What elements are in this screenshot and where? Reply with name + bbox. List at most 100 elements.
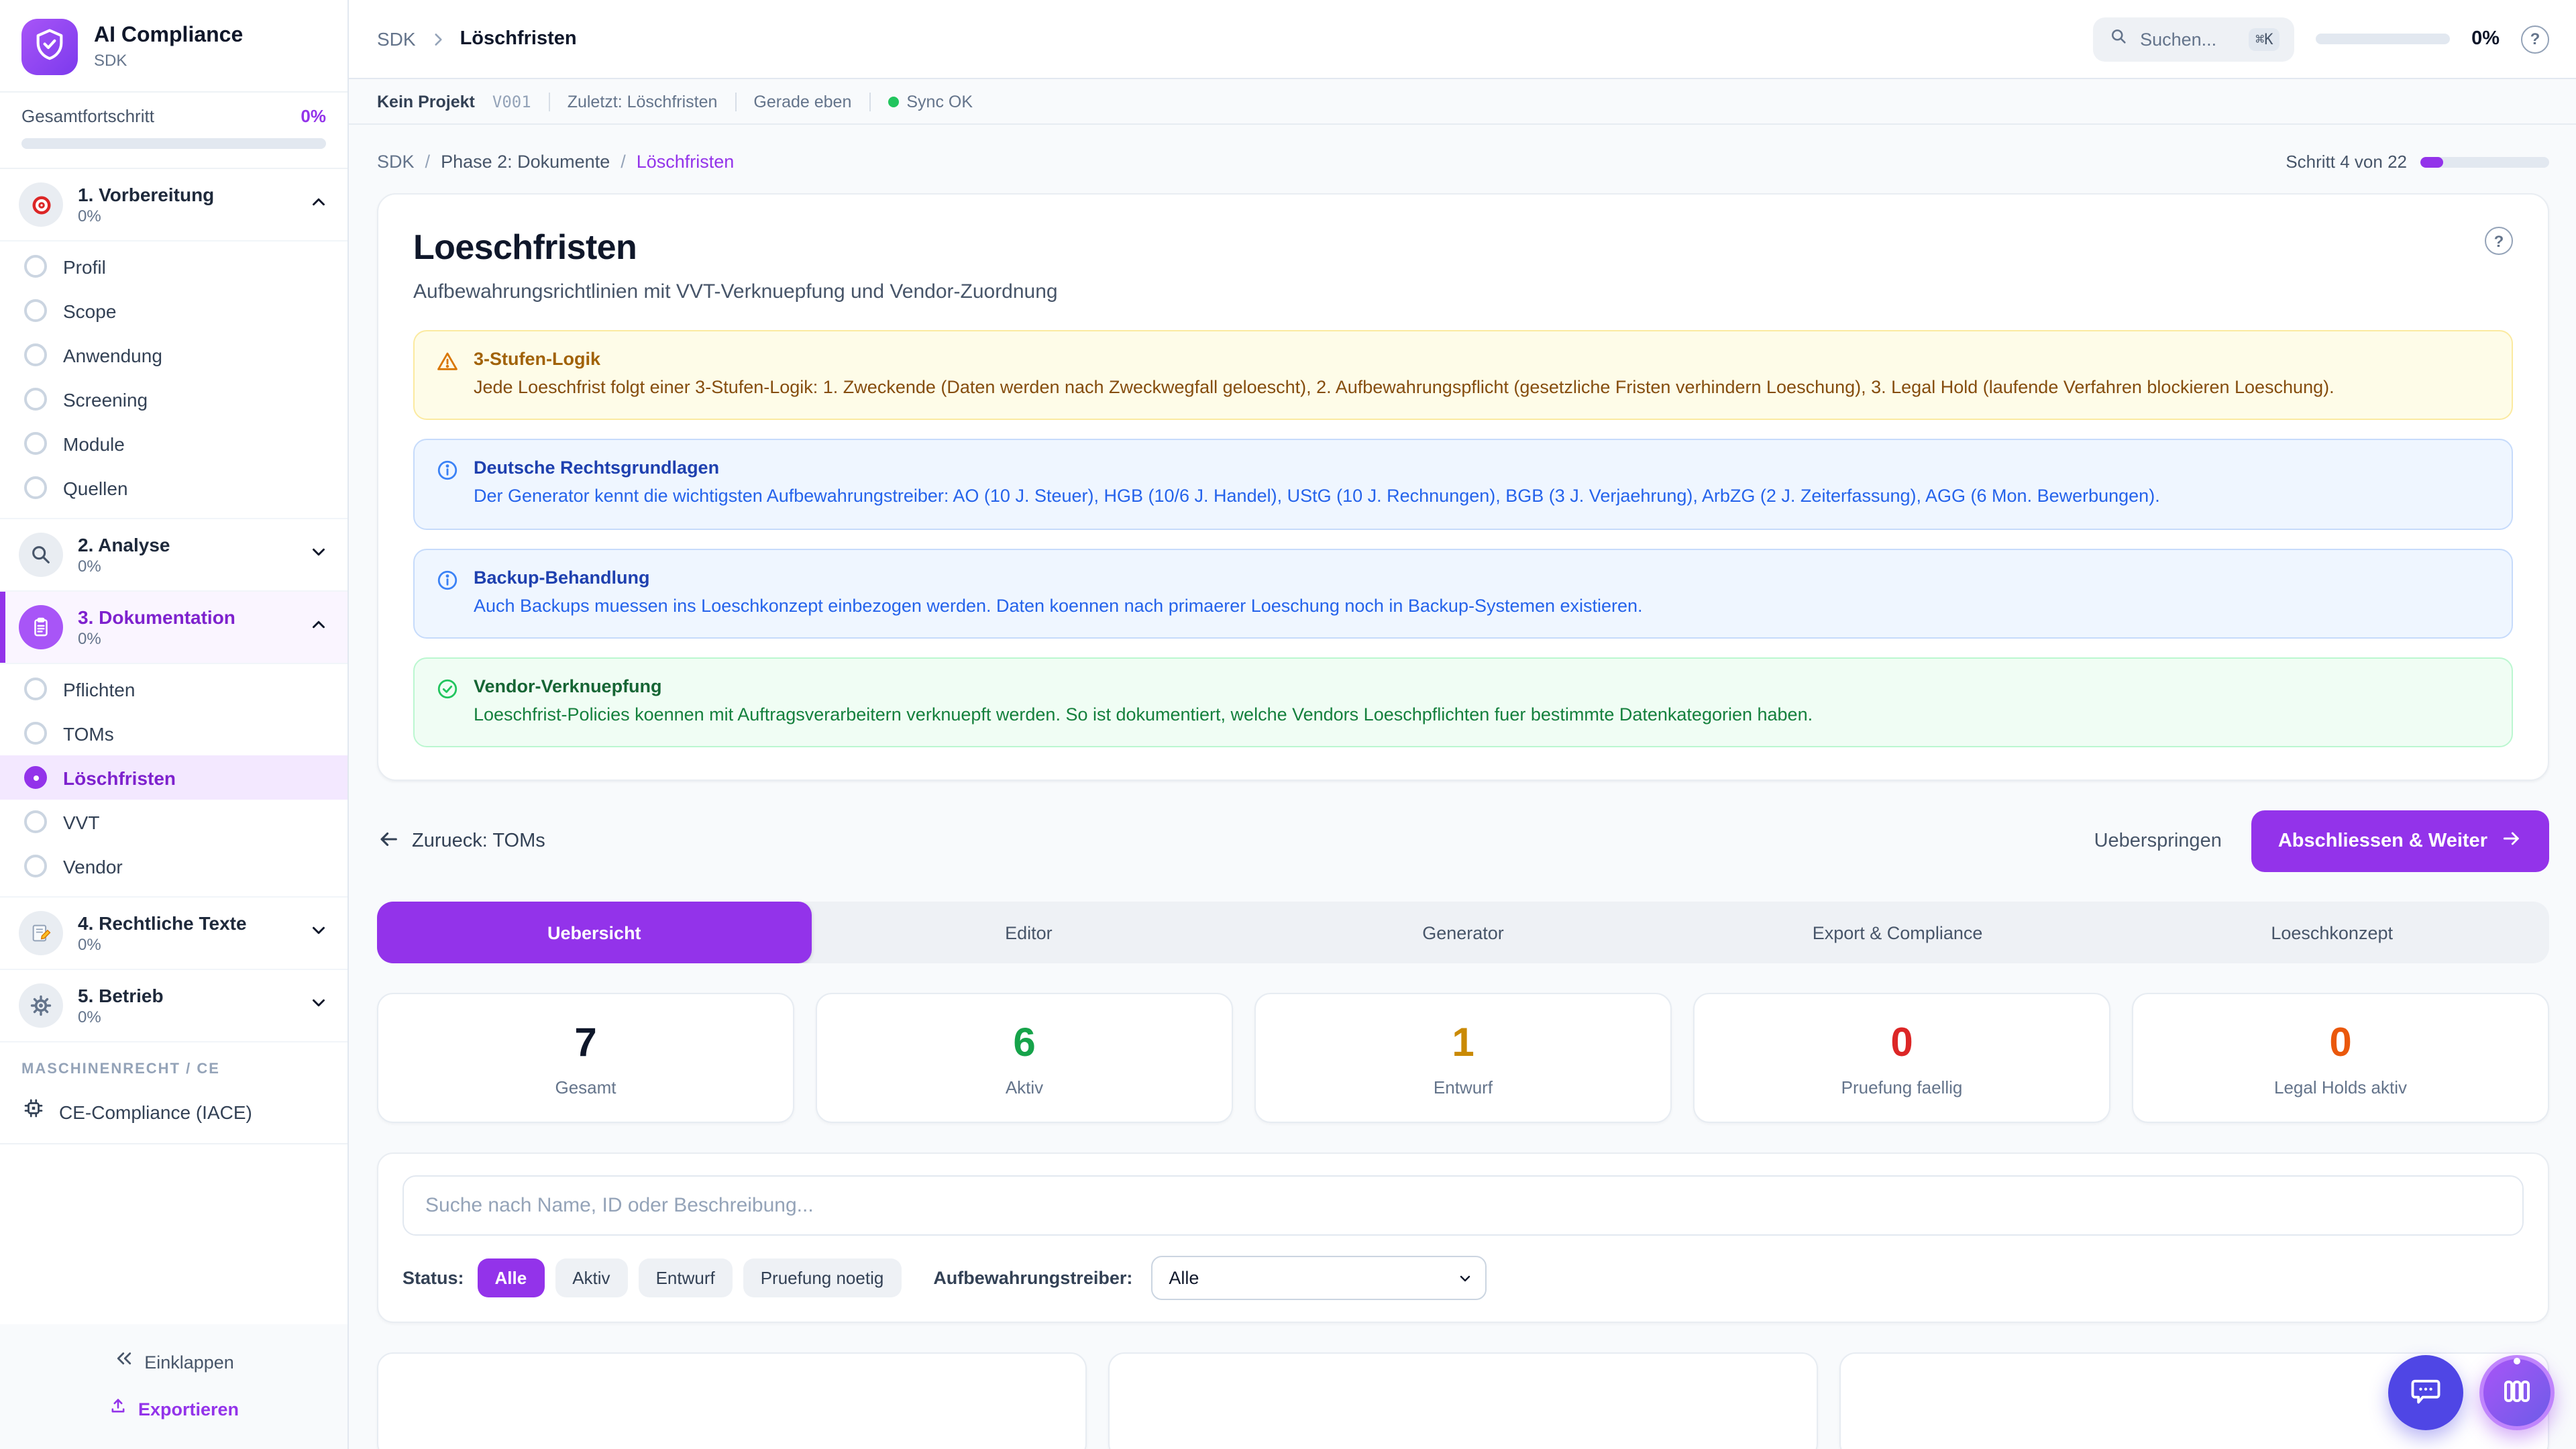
phase-label: 1. Vorbereitung — [78, 184, 215, 205]
chevron-down-icon — [309, 992, 329, 1019]
sidebar-item-vendor[interactable]: Vendor — [0, 844, 347, 888]
divider — [869, 92, 871, 111]
radio-selected-icon — [24, 766, 47, 789]
sidebar-item-vvt[interactable]: VVT — [0, 800, 347, 844]
stat-label: Legal Holds aktiv — [2274, 1077, 2407, 1097]
info-icon — [437, 461, 458, 480]
collapse-sidebar-button[interactable]: Einklappen — [0, 1338, 347, 1386]
sidebar-nav: 1. Vorbereitung 0% Profil Scope — [0, 169, 347, 1324]
tab-generator[interactable]: Generator — [1422, 922, 1504, 943]
help-icon[interactable]: ? — [2521, 25, 2549, 53]
sidebar-section-label: MASCHINENRECHT / CE — [21, 1061, 220, 1077]
sidebar-item-module[interactable]: Module — [0, 421, 347, 466]
phase-percent: 0% — [78, 629, 101, 648]
sidebar-item-toms[interactable]: TOMs — [0, 711, 347, 755]
radio-icon — [24, 810, 47, 833]
stat-legal-holds: 0 Legal Holds aktiv — [2132, 993, 2549, 1123]
policy-card[interactable] — [1108, 1352, 1818, 1449]
alert-body: Der Generator kennt die wichtigsten Aufb… — [474, 486, 2160, 506]
card-help-icon[interactable]: ? — [2485, 227, 2513, 255]
chevron-down-icon — [309, 920, 329, 947]
tab-loeschkonzept[interactable]: Loeschkonzept — [2271, 922, 2393, 943]
global-search[interactable]: ⌘K — [2093, 17, 2295, 61]
step-progress: Schritt 4 von 22 — [2286, 152, 2549, 172]
sidebar-item-label: Profil — [63, 256, 106, 277]
columns-panel-button[interactable] — [2479, 1355, 2555, 1430]
sidebar-item-loeschfristen[interactable]: Löschfristen — [0, 755, 347, 800]
sidebar-item-label: Quellen — [63, 477, 128, 498]
driver-select[interactable]: Alle — [1151, 1256, 1487, 1300]
sidebar-item-ce-compliance[interactable]: CE-Compliance (IACE) — [0, 1085, 347, 1144]
sidebar-phase-vorbereitung[interactable]: 1. Vorbereitung 0% — [0, 169, 347, 241]
export-label: Exportieren — [138, 1399, 239, 1419]
radio-icon — [24, 255, 47, 278]
alert-title: 3-Stufen-Logik — [474, 349, 600, 369]
chevron-up-icon — [309, 614, 329, 641]
app-name: AI Compliance — [94, 23, 244, 47]
sidebar-item-anwendung[interactable]: Anwendung — [0, 333, 347, 377]
arrow-right-icon — [2501, 828, 2522, 855]
sidebar-phase-dokumentation[interactable]: 3. Dokumentation 0% — [0, 592, 347, 664]
tab-editor[interactable]: Editor — [1005, 922, 1053, 943]
alert-body: Auch Backups muessen ins Loeschkonzept e… — [474, 595, 1643, 615]
phase-label: 4. Rechtliche Texte — [78, 912, 247, 934]
sidebar-item-label: Scope — [63, 300, 117, 321]
topbar-progress-value: 0% — [2471, 28, 2500, 50]
chat-assistant-button[interactable] — [2388, 1355, 2463, 1430]
alert-deutsche-rechtsgrundlagen: Deutsche Rechtsgrundlagen Der Generator … — [413, 439, 2513, 529]
sidebar-phase-betrieb[interactable]: 5. Betrieb 0% — [0, 970, 347, 1042]
topbar: SDK Löschfristen ⌘K 0% — [349, 0, 2576, 79]
sidebar-phase-analyse[interactable]: 2. Analyse 0% — [0, 519, 347, 592]
sidebar-item-pflichten[interactable]: Pflichten — [0, 667, 347, 711]
tab-export-compliance[interactable]: Export & Compliance — [1812, 922, 1983, 943]
search-icon — [2109, 26, 2128, 52]
policy-card[interactable] — [377, 1352, 1087, 1449]
alert-3-stufen-logik: 3-Stufen-Logik Jede Loeschfrist folgt ei… — [413, 330, 2513, 421]
phase-percent: 0% — [78, 1008, 101, 1026]
export-button[interactable]: Exportieren — [0, 1386, 347, 1433]
warning-icon — [437, 352, 458, 370]
skip-button[interactable]: Ueberspringen — [2094, 830, 2222, 852]
sidebar-item-label: Pflichten — [63, 678, 136, 700]
alert-backup-behandlung: Backup-Behandlung Auch Backups muessen i… — [413, 548, 2513, 639]
status-pill-aktiv[interactable]: Aktiv — [555, 1258, 628, 1297]
keyboard-shortcut-badge: ⌘K — [2249, 28, 2280, 50]
overall-progress: Gesamtfortschritt 0% — [0, 91, 347, 169]
divider — [735, 92, 737, 111]
status-pill-entwurf[interactable]: Entwurf — [638, 1258, 733, 1297]
page-title: Loeschfristen — [413, 227, 637, 267]
breadcrumb-phase[interactable]: Phase 2: Dokumente — [441, 152, 610, 172]
alert-title: Deutsche Rechtsgrundlagen — [474, 458, 720, 478]
status-pill-alle[interactable]: Alle — [477, 1258, 545, 1297]
sidebar-phase-rechtliche-texte[interactable]: 4. Rechtliche Texte 0% — [0, 898, 347, 970]
sidebar-item-scope[interactable]: Scope — [0, 288, 347, 333]
step-progress-bar — [2420, 156, 2549, 167]
last-visited: Zuletzt: Löschfristen — [567, 92, 718, 111]
columns-icon — [2501, 1375, 2533, 1411]
stat-value: 6 — [1013, 1021, 1036, 1065]
breadcrumb-root[interactable]: SDK — [377, 28, 416, 50]
alert-title: Vendor-Verknuepfung — [474, 676, 662, 696]
phase-label: 2. Analyse — [78, 534, 170, 555]
chat-bubble-icon — [2408, 1373, 2443, 1412]
sidebar-item-quellen[interactable]: Quellen — [0, 466, 347, 510]
policy-search-input[interactable] — [402, 1175, 2524, 1236]
back-button[interactable]: Zurueck: TOMs — [377, 827, 545, 855]
global-search-input[interactable] — [2140, 29, 2237, 49]
app-edition: SDK — [94, 51, 127, 70]
phase-percent: 0% — [78, 935, 101, 954]
breadcrumb-sdk[interactable]: SDK — [377, 152, 415, 172]
phase1-items: Profil Scope Anwendung Screening Module — [0, 241, 347, 519]
sidebar-item-profil[interactable]: Profil — [0, 244, 347, 288]
alert-vendor-verknuepfung: Vendor-Verknuepfung Loeschfrist-Policies… — [413, 657, 2513, 747]
stat-aktiv: 6 Aktiv — [816, 993, 1233, 1123]
complete-next-button[interactable]: Abschliessen & Weiter — [2251, 810, 2549, 872]
overall-progress-label: Gesamtfortschritt — [21, 106, 154, 126]
phase-percent: 0% — [78, 557, 101, 576]
tab-uebersicht[interactable]: Uebersicht — [377, 902, 812, 963]
sidebar-item-screening[interactable]: Screening — [0, 377, 347, 421]
policy-cards-row — [377, 1352, 2549, 1449]
status-pill-pruefung-noetig[interactable]: Pruefung noetig — [743, 1258, 902, 1297]
breadcrumb-current: Löschfristen — [460, 28, 577, 50]
floating-buttons — [2388, 1355, 2555, 1430]
